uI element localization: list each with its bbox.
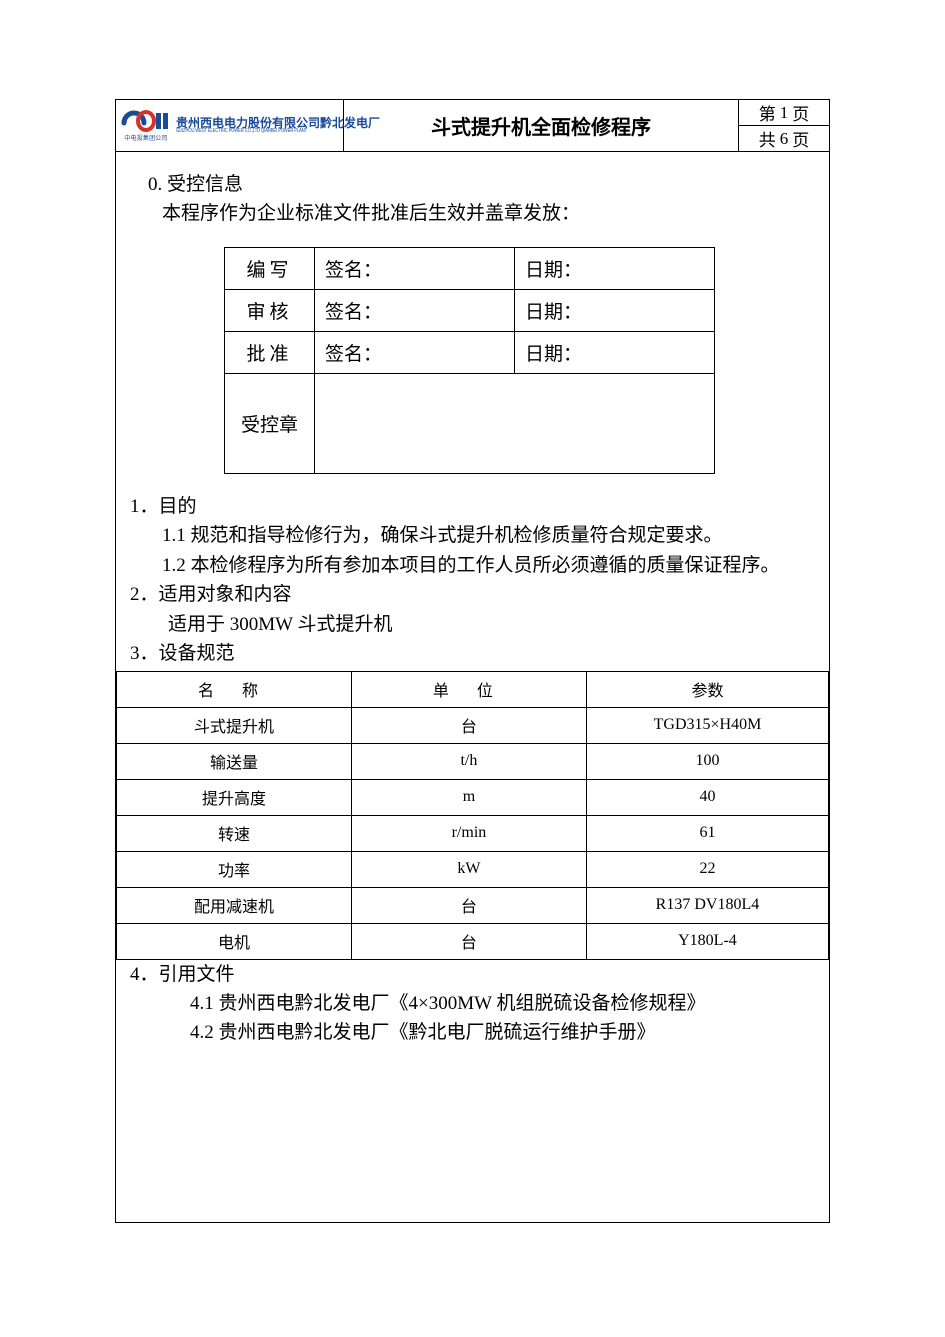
page-body: 0. 受控信息 本程序作为企业标准文件批准后生效并盖章发放： 编写 签名： 日期…: [116, 152, 829, 1222]
seal-box: [315, 373, 715, 473]
role-approve: 批准: [225, 331, 315, 373]
spec-row: 提升高度 m 40: [117, 779, 829, 815]
section-4-item-2: 4.2 贵州西电黔北发电厂《黔北电厂脱硫运行维护手册》: [116, 1018, 829, 1047]
page-number-block: 第 1 页 共 6 页: [739, 100, 829, 151]
spec-param: 40: [586, 779, 828, 815]
company-logo-icon: 中电投集团公司: [120, 109, 172, 143]
section-3-heading: 3．设备规范: [116, 639, 829, 668]
company-logo-cell: 中电投集团公司 贵州西电电力股份有限公司黔北发电厂 GUIZHOU WEST E…: [116, 100, 344, 151]
spec-name: 转速: [117, 815, 352, 851]
page-tot-num: 6: [780, 129, 789, 149]
section-4-heading: 4．引用文件: [116, 960, 829, 989]
spec-name: 功率: [117, 851, 352, 887]
spec-name: 电机: [117, 923, 352, 959]
spec-row: 功率 kW 22: [117, 851, 829, 887]
spec-unit: 台: [351, 887, 586, 923]
section-2-heading: 2．适用对象和内容: [116, 580, 829, 609]
section-0-intro: 本程序作为企业标准文件批准后生效并盖章发放：: [116, 199, 829, 228]
section-4-item-1: 4.1 贵州西电黔北发电厂《4×300MW 机组脱硫设备检修规程》: [116, 989, 829, 1018]
page-header: 中电投集团公司 贵州西电电力股份有限公司黔北发电厂 GUIZHOU WEST E…: [116, 100, 829, 152]
spec-name: 斗式提升机: [117, 707, 352, 743]
page-total: 共 6 页: [739, 126, 829, 151]
spec-param: Y180L-4: [586, 923, 828, 959]
section-1-item-2: 1.2 本检修程序为所有参加本项目的工作人员所必须遵循的质量保证程序。: [116, 551, 829, 580]
approval-row-approve: 批准 签名： 日期：: [225, 331, 715, 373]
page-cur-label: 第: [759, 100, 776, 125]
role-author: 编写: [225, 247, 315, 289]
spec-row: 斗式提升机 台 TGD315×H40M: [117, 707, 829, 743]
spec-table: 名 称 单 位 参数 斗式提升机 台 TGD315×H40M 输送量 t/h 1…: [116, 671, 829, 960]
page-cur-num: 1: [780, 103, 789, 123]
section-0-heading: 0. 受控信息: [116, 170, 829, 199]
section-2-body: 适用于 300MW 斗式提升机: [116, 610, 829, 639]
spec-row: 配用减速机 台 R137 DV180L4: [117, 887, 829, 923]
spec-name: 提升高度: [117, 779, 352, 815]
spec-param: TGD315×H40M: [586, 707, 828, 743]
date-approve: 日期：: [515, 331, 715, 373]
spec-col-name: 名 称: [117, 671, 352, 707]
spec-param: 61: [586, 815, 828, 851]
date-review: 日期：: [515, 289, 715, 331]
role-review: 审核: [225, 289, 315, 331]
spec-header-row: 名 称 单 位 参数: [117, 671, 829, 707]
section-1-heading: 1．目的: [116, 492, 829, 521]
approval-row-author: 编写 签名： 日期：: [225, 247, 715, 289]
page-tot-label: 共: [759, 126, 776, 151]
approval-table-wrap: 编写 签名： 日期： 审核 签名： 日期： 批准 签名： 日期： 受控章: [224, 247, 829, 474]
role-seal: 受控章: [225, 373, 315, 473]
spec-unit: r/min: [351, 815, 586, 851]
spec-name: 配用减速机: [117, 887, 352, 923]
page-tot-suffix: 页: [792, 126, 809, 151]
sign-approve: 签名：: [315, 331, 515, 373]
spec-unit: kW: [351, 851, 586, 887]
spec-param: R137 DV180L4: [586, 887, 828, 923]
page-current: 第 1 页: [739, 100, 829, 126]
company-name-en: GUIZHOU WEST ELECTRIC POWER CO.,LTD QIAN…: [176, 129, 343, 134]
date-author: 日期：: [515, 247, 715, 289]
spec-row: 转速 r/min 61: [117, 815, 829, 851]
approval-table: 编写 签名： 日期： 审核 签名： 日期： 批准 签名： 日期： 受控章: [224, 247, 715, 474]
sign-author: 签名：: [315, 247, 515, 289]
spec-unit: m: [351, 779, 586, 815]
spec-col-unit: 单 位: [351, 671, 586, 707]
spec-unit: t/h: [351, 743, 586, 779]
spec-row: 电机 台 Y180L-4: [117, 923, 829, 959]
approval-row-review: 审核 签名： 日期：: [225, 289, 715, 331]
sign-review: 签名：: [315, 289, 515, 331]
spec-unit: 台: [351, 923, 586, 959]
spec-row: 输送量 t/h 100: [117, 743, 829, 779]
spec-name: 输送量: [117, 743, 352, 779]
spec-param: 100: [586, 743, 828, 779]
section-1-item-1: 1.1 规范和指导检修行为，确保斗式提升机检修质量符合规定要求。: [116, 521, 829, 550]
spec-unit: 台: [351, 707, 586, 743]
spec-col-param: 参数: [586, 671, 828, 707]
document-title: 斗式提升机全面检修程序: [344, 100, 739, 151]
spec-param: 22: [586, 851, 828, 887]
approval-row-seal: 受控章: [225, 373, 715, 473]
page-frame: 中电投集团公司 贵州西电电力股份有限公司黔北发电厂 GUIZHOU WEST E…: [115, 99, 830, 1223]
group-name: 中电投集团公司: [124, 133, 167, 142]
page-cur-suffix: 页: [792, 100, 809, 125]
